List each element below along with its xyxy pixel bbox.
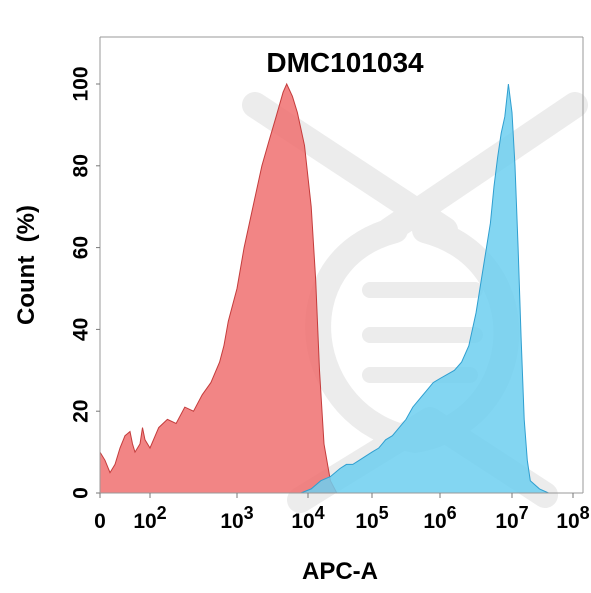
x-tick-label: 103 [220, 503, 253, 533]
y-tick-label: 0 [69, 487, 92, 499]
x-tick-label: 106 [423, 503, 456, 533]
plot-frame [99, 36, 584, 494]
x-tick-labels: 0 102 103 104 105 106 107 108 [94, 503, 590, 533]
y-tick-label: 60 [69, 236, 92, 259]
y-tick-label: 20 [69, 400, 92, 423]
series-layer [99, 82, 549, 494]
x-tick-label: 104 [291, 503, 324, 533]
axis-ticks [96, 83, 574, 498]
x-axis-title: APC-A [302, 558, 378, 585]
y-tick-label: 40 [69, 318, 92, 341]
y-tick-labels: 0 20 40 60 80 100 [69, 66, 92, 498]
y-tick-label: 100 [69, 66, 92, 101]
x-tick-label: 102 [133, 503, 166, 533]
chart-title: DMC101034 [266, 47, 424, 78]
x-tick-label: 108 [556, 503, 589, 533]
x-tick-label: 0 [94, 510, 106, 533]
y-tick-label: 80 [69, 154, 92, 177]
y-axis-title: Count (%) [13, 205, 40, 325]
histogram-series-2 [300, 83, 549, 494]
x-tick-label: 107 [495, 503, 528, 533]
x-tick-label: 105 [355, 503, 388, 533]
histogram-series-1 [99, 82, 338, 494]
